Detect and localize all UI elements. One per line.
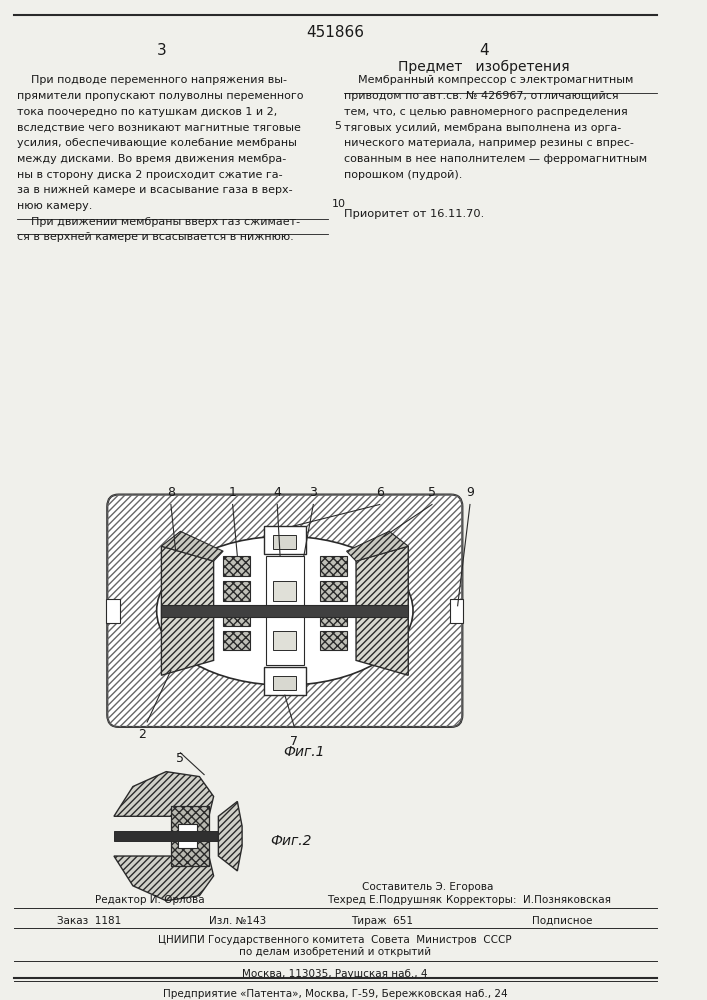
Bar [114, 831, 218, 841]
Polygon shape [114, 772, 214, 816]
Text: Тираж  651: Тираж 651 [351, 916, 414, 926]
Text: нюю камеру.: нюю камеру. [17, 201, 93, 211]
Bar [161, 605, 408, 617]
Text: порошком (пудрой).: порошком (пудрой). [344, 170, 462, 180]
Text: между дисками. Во время движения мембра-: между дисками. Во время движения мембра- [17, 154, 286, 164]
Text: тяговых усилий, мембрана выполнена из орга-: тяговых усилий, мембрана выполнена из ор… [344, 123, 621, 133]
Polygon shape [161, 531, 223, 561]
Text: 5: 5 [428, 486, 436, 499]
Polygon shape [346, 531, 408, 561]
Text: вследствие чего возникают магнитные тяговые: вследствие чего возникают магнитные тяго… [17, 123, 301, 133]
Text: ся в верхней камере и всасывается в нижнюю.: ся в верхней камере и всасывается в нижн… [17, 232, 294, 242]
Bar [171, 806, 209, 866]
Text: за в нижней камере и всасывание газа в верх-: за в нижней камере и всасывание газа в в… [17, 185, 293, 195]
Text: Предприятие «Патента», Москва, Г-59, Бережковская наб., 24: Предприятие «Патента», Москва, Г-59, Бер… [163, 989, 508, 999]
Text: Изл. №143: Изл. №143 [209, 916, 266, 926]
Text: 10: 10 [332, 199, 346, 209]
Bar [223, 556, 250, 576]
Polygon shape [218, 801, 242, 871]
Text: 4: 4 [479, 43, 489, 58]
Bar [223, 631, 250, 650]
Bar [264, 526, 305, 554]
Bar [320, 606, 346, 626]
Text: Заказ  1181: Заказ 1181 [57, 916, 121, 926]
Bar [266, 556, 304, 606]
Polygon shape [356, 546, 408, 675]
Text: Предмет   изобретения: Предмет изобретения [399, 60, 570, 74]
Bar [274, 631, 296, 650]
Bar [177, 824, 197, 848]
Text: прямители пропускают полуволны переменного: прямители пропускают полуволны переменно… [17, 91, 303, 101]
Text: 3: 3 [156, 43, 166, 58]
Text: 5: 5 [176, 752, 185, 765]
Bar [320, 556, 346, 576]
Polygon shape [114, 856, 214, 901]
Polygon shape [161, 546, 214, 675]
Text: Фиг.1: Фиг.1 [283, 745, 325, 759]
Text: Подписное: Подписное [532, 916, 592, 926]
Text: 3: 3 [310, 486, 317, 499]
Text: тока поочередно по катушкам дисков 1 и 2,: тока поочередно по катушкам дисков 1 и 2… [17, 107, 277, 117]
Text: приводом по авт.св. № 426967, отличающийся: приводом по авт.св. № 426967, отличающий… [344, 91, 619, 101]
Text: 7: 7 [291, 735, 298, 748]
Text: 2: 2 [139, 728, 146, 741]
Text: нического материала, например резины с впрес-: нического материала, например резины с в… [344, 138, 633, 148]
Text: усилия, обеспечивающие колебание мембраны: усилия, обеспечивающие колебание мембран… [17, 138, 297, 148]
Bar [223, 581, 250, 601]
Text: Редактор И. Орлова: Редактор И. Орлова [95, 895, 204, 905]
Bar [274, 581, 296, 601]
Text: 451866: 451866 [306, 25, 364, 40]
Bar [274, 535, 296, 549]
Text: Составитель Э. Егорова: Составитель Э. Егорова [361, 882, 493, 892]
Bar [450, 599, 463, 623]
Text: ны в сторону диска 2 происходит сжатие га-: ны в сторону диска 2 происходит сжатие г… [17, 170, 283, 180]
Text: Корректоры:  И.Позняковская: Корректоры: И.Позняковская [446, 895, 612, 905]
Text: по делам изобретений и открытий: по делам изобретений и открытий [239, 947, 431, 957]
Bar [320, 581, 346, 601]
Bar [264, 667, 305, 695]
Text: 8: 8 [167, 486, 175, 499]
Text: 9: 9 [466, 486, 474, 499]
Text: При подводе переменного напряжения вы-: При подводе переменного напряжения вы- [17, 75, 287, 85]
Bar [223, 606, 250, 626]
Text: сованным в нее наполнителем — ферромагнитным: сованным в нее наполнителем — ферромагни… [344, 154, 647, 164]
Bar [320, 631, 346, 650]
Text: Москва, 113035, Раушская наб., 4: Москва, 113035, Раушская наб., 4 [243, 969, 428, 979]
Text: тем, что, с целью равномерного распределения: тем, что, с целью равномерного распредел… [344, 107, 627, 117]
Text: 5: 5 [334, 121, 341, 131]
Ellipse shape [157, 536, 413, 685]
Bar [274, 676, 296, 690]
Text: 4: 4 [274, 486, 281, 499]
FancyBboxPatch shape [107, 495, 462, 727]
Text: При движении мембраны вверх газ сжимает-: При движении мембраны вверх газ сжимает- [17, 217, 300, 227]
Text: Техред Е.Подрушняк: Техред Е.Подрушняк [327, 895, 443, 905]
Bar [106, 599, 119, 623]
Text: Мембранный компрессор с электромагнитным: Мембранный компрессор с электромагнитным [344, 75, 633, 85]
Text: 1: 1 [228, 486, 237, 499]
Text: Фиг.2: Фиг.2 [271, 834, 312, 848]
Text: Приоритет от 16.11.70.: Приоритет от 16.11.70. [344, 209, 484, 219]
Text: ЦНИИПИ Государственного комитета  Совета  Министров  СССР: ЦНИИПИ Государственного комитета Совета … [158, 935, 512, 945]
Text: 6: 6 [376, 486, 384, 499]
Bar [266, 616, 304, 665]
